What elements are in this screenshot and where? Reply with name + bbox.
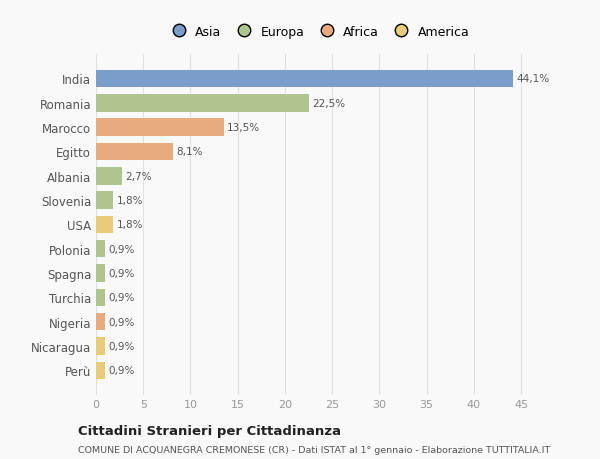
Text: COMUNE DI ACQUANEGRA CREMONESE (CR) - Dati ISTAT al 1° gennaio - Elaborazione TU: COMUNE DI ACQUANEGRA CREMONESE (CR) - Da… xyxy=(78,445,550,454)
Text: 0,9%: 0,9% xyxy=(108,317,134,327)
Bar xyxy=(96,71,512,88)
Bar xyxy=(96,192,113,209)
Bar xyxy=(96,216,113,234)
Text: 0,9%: 0,9% xyxy=(108,293,134,303)
Bar xyxy=(96,313,104,331)
Bar xyxy=(96,362,104,379)
Bar xyxy=(96,265,104,282)
Bar xyxy=(96,241,104,258)
Text: 1,8%: 1,8% xyxy=(117,196,143,206)
Text: 44,1%: 44,1% xyxy=(517,74,550,84)
Text: 0,9%: 0,9% xyxy=(108,341,134,351)
Text: 2,7%: 2,7% xyxy=(125,171,152,181)
Bar xyxy=(96,143,173,161)
Text: Cittadini Stranieri per Cittadinanza: Cittadini Stranieri per Cittadinanza xyxy=(78,424,341,437)
Text: 0,9%: 0,9% xyxy=(108,365,134,375)
Bar xyxy=(96,289,104,307)
Text: 1,8%: 1,8% xyxy=(117,220,143,230)
Bar xyxy=(96,337,104,355)
Bar xyxy=(96,95,308,112)
Text: 0,9%: 0,9% xyxy=(108,244,134,254)
Text: 22,5%: 22,5% xyxy=(313,99,346,108)
Text: 8,1%: 8,1% xyxy=(176,147,203,157)
Text: 0,9%: 0,9% xyxy=(108,269,134,279)
Bar xyxy=(96,168,122,185)
Legend: Asia, Europa, Africa, America: Asia, Europa, Africa, America xyxy=(161,21,475,44)
Bar xyxy=(96,119,224,136)
Text: 13,5%: 13,5% xyxy=(227,123,260,133)
